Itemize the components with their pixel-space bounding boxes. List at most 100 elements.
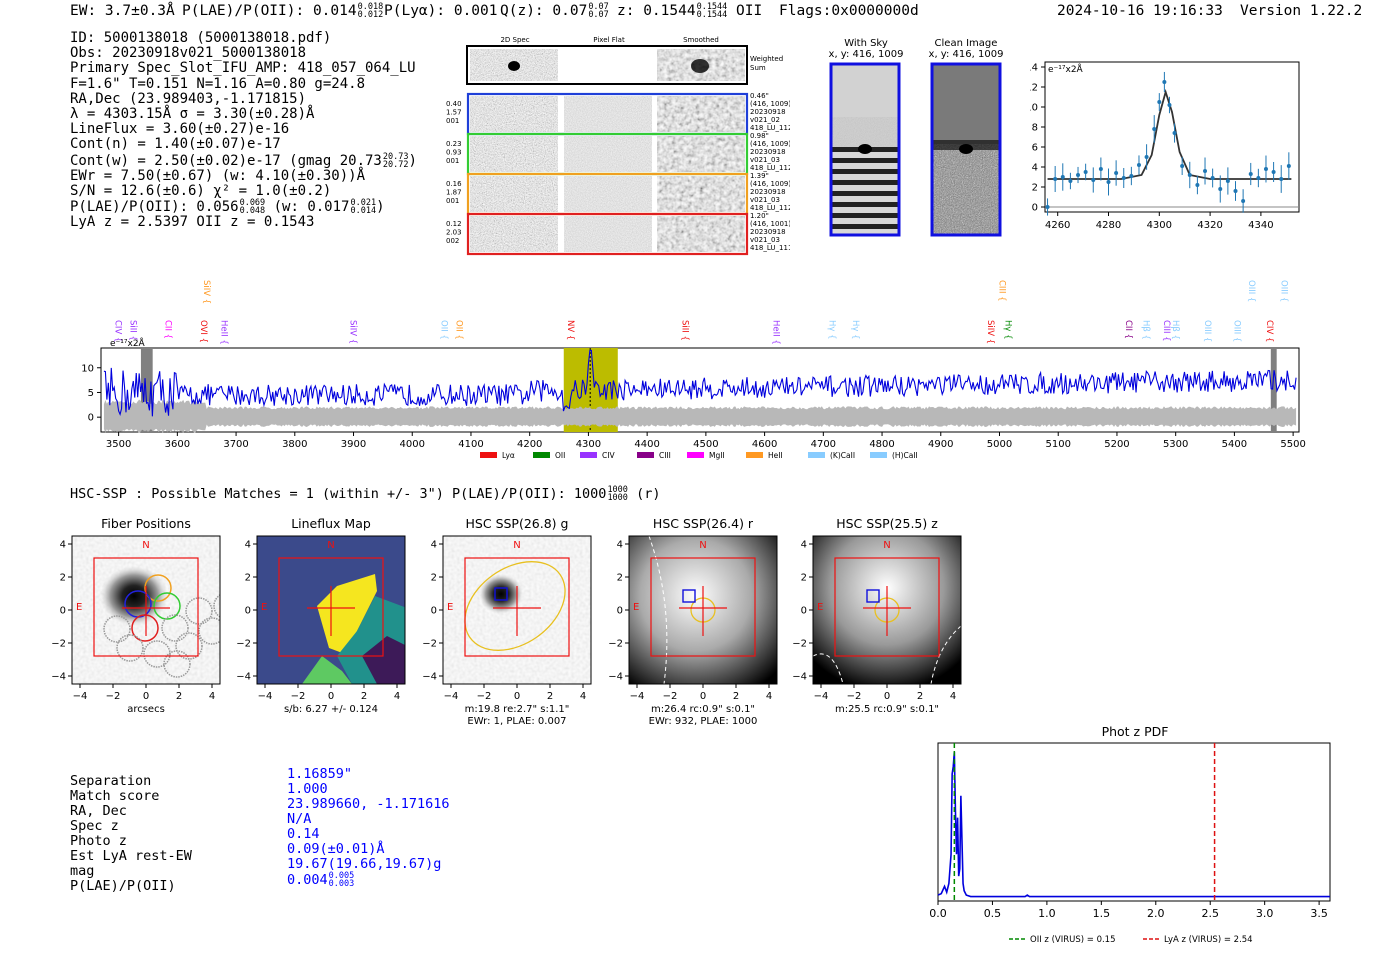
info-id: ID: 5000138018 (5000138018.pdf) xyxy=(70,30,332,46)
full-spectrum-xtick-label: 5200 xyxy=(1104,439,1129,450)
photz-legend: OII z (VIRUS) = 0.15 LyA z (VIRUS) = 2.5… xyxy=(1009,935,1253,945)
hsc-xtick-label: −2 xyxy=(663,691,678,702)
match-labels: Separation Match score RA, Dec Spec z Ph… xyxy=(70,774,192,894)
cutout-right-label: 418_LU_111 xyxy=(750,244,790,252)
photz-xtick-label: 2.5 xyxy=(1201,907,1219,920)
spectral-line-label: HeII { xyxy=(218,320,228,345)
legend-swatch xyxy=(637,452,654,458)
east-label: E xyxy=(817,602,823,613)
spectral-line-label: OII { xyxy=(453,320,463,340)
cutout-left-label: 001 xyxy=(446,117,459,125)
cutout-flat xyxy=(564,136,652,172)
north-label: N xyxy=(513,540,520,551)
info-primary: Primary Spec_Slot_IFU_AMP: 418_057_064_L… xyxy=(70,60,416,77)
hsc-xtick-label: 2 xyxy=(176,691,182,702)
line-fit-point xyxy=(1195,183,1200,187)
noise-envelope xyxy=(103,399,1297,434)
line-fit-xticks: 4260 4280 4300 4320 4340 xyxy=(1045,212,1274,231)
match-values: 1.16859" 1.000 23.989660, -1.171616 N/A … xyxy=(287,767,450,889)
legend-swatch xyxy=(746,452,763,458)
cutout-smoothed xyxy=(657,136,745,172)
line-fit-xtick-label: 4320 xyxy=(1197,220,1222,231)
line-fit-model xyxy=(1047,88,1292,180)
spectral-line-label: CIII { xyxy=(997,280,1007,302)
fiber-circle xyxy=(143,640,171,668)
hsc-xtick-label: 0 xyxy=(514,691,520,702)
full-spectrum-xtick-label: 4000 xyxy=(400,439,425,450)
spectral-line-label: CIII { xyxy=(1161,320,1171,342)
photz-pdf-chart: Phot z PDF 0.0 0.5 1.0 1.5 2.0 2.5 3.0 3.5 OII … xyxy=(929,724,1331,945)
spectral-line-labels: SiIV {CIII {OIII {OIII {CIV {SiII {CII {… xyxy=(113,280,1289,345)
fiber-circle xyxy=(116,634,144,662)
match-label: P(LAE)/P(OII) xyxy=(70,878,176,894)
match-box xyxy=(866,589,880,603)
hsc-ytick-label: −4 xyxy=(792,672,807,683)
line-fit-ytick-label: 8 xyxy=(1032,123,1038,134)
line-fit-point xyxy=(1167,103,1172,107)
cutout-smoothed xyxy=(657,176,745,212)
cutout-right-label: 20230918 xyxy=(750,148,786,156)
hsc-ytick-label: 2 xyxy=(801,573,807,584)
info-lineflux: LineFlux = 3.60(±0.27)e-16 xyxy=(70,121,290,138)
lineflux-low xyxy=(362,636,405,684)
legend-swatch xyxy=(808,452,825,458)
hsc-ytick-label: 0 xyxy=(431,606,437,617)
spectral-line-label: OIII { xyxy=(1202,320,1212,342)
cutout-2d xyxy=(470,176,558,212)
hsc-panel-title: HSC SSP(25.5) z xyxy=(836,516,938,531)
match-label: mag xyxy=(70,863,95,879)
legend-swatch xyxy=(870,452,887,458)
cutout-right-label: v021_03 xyxy=(750,236,780,244)
full-spectrum-ytick-label: 5 xyxy=(88,388,94,399)
cutout-right-label: v021_02 xyxy=(750,116,780,124)
line-fit-ytick-label: 14 xyxy=(1030,63,1038,74)
weighted-label: Weighted xyxy=(750,55,783,63)
line-fit-point xyxy=(1060,175,1065,179)
full-spectrum-ytick-label: 0 xyxy=(88,413,94,424)
line-fit-point xyxy=(1256,176,1261,180)
legend-swatch xyxy=(533,452,550,458)
full-spectrum-xtick-label: 4600 xyxy=(752,439,777,450)
line-fit-ytick-label: 6 xyxy=(1032,143,1038,154)
fiber-circle xyxy=(185,597,213,625)
line-fit-ytick-label: 0 xyxy=(1032,203,1038,214)
match-value: N/A xyxy=(287,811,312,827)
legend-label: CIII xyxy=(659,451,671,460)
info-radec: RA,Dec (23.989403,-1.171815) xyxy=(70,90,307,107)
hsc-caption: EWr: 1, PLAE: 0.007 xyxy=(467,716,566,725)
line-fit-point xyxy=(1053,177,1058,181)
line-fit-axes xyxy=(1044,61,1300,213)
hsc-xtick-label: −4 xyxy=(814,691,829,702)
line-fit-point xyxy=(1162,80,1167,84)
line-fit-point xyxy=(1152,127,1157,131)
hsc-ytick-label: 4 xyxy=(60,540,66,551)
match-label: Est LyA rest-EW xyxy=(70,848,192,864)
hsc-ytick-label: 2 xyxy=(60,573,66,584)
sky-stripe-light xyxy=(832,163,898,169)
cutout-left-label: 0.40 xyxy=(446,100,462,108)
cutout-flat xyxy=(564,216,652,252)
sky-stripe-light xyxy=(832,218,898,224)
cutout-left-label: 1.87 xyxy=(446,189,462,197)
clean-image-frame xyxy=(930,62,1002,237)
legend-label: HeII xyxy=(768,451,783,460)
fiber-circle xyxy=(144,574,172,602)
sky-stripe-dark xyxy=(832,213,898,218)
clean-image-title: Clean Image x, y: 416, 1009 xyxy=(928,38,1004,60)
hsc-ytick-label: 0 xyxy=(617,606,623,617)
match-value: 23.989660, -1.171616 xyxy=(287,796,450,812)
cutout-flat xyxy=(564,176,652,212)
header-flags: Flags:0x0000000d xyxy=(779,3,919,19)
match-value: 19.67(19.66,19.67)g xyxy=(287,856,442,872)
legend-swatch xyxy=(687,452,704,458)
hsc-xtick-label: 2 xyxy=(733,691,739,702)
hsc-ytick-label: 4 xyxy=(431,540,437,551)
cutout-frame xyxy=(466,212,749,256)
north-label: N xyxy=(883,540,890,551)
hsc-ytick-label: −2 xyxy=(51,639,66,650)
fiber-circle xyxy=(153,592,181,620)
line-fit-yticks: 0 2 4 6 8 10 12 14 xyxy=(1030,63,1045,214)
full-spectrum-chart: SiIV {CIII {OIII {OIII {CIV {SiII {CII {… xyxy=(81,280,1306,460)
lineflux-edge xyxy=(302,656,352,684)
cutout-left-label: 1.57 xyxy=(446,109,462,117)
